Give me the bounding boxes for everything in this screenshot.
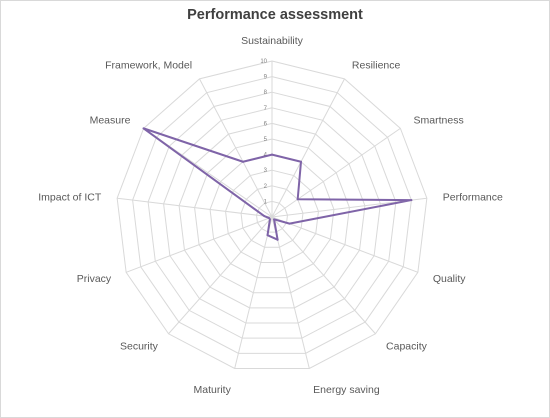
category-label: Capacity (386, 341, 428, 353)
axis-spoke (125, 216, 273, 273)
tick-label: 2 (264, 184, 268, 190)
tick-label: 8 (264, 90, 268, 96)
tick-label: 9 (264, 75, 268, 81)
category-label: Sustainability (241, 35, 304, 47)
data-point (271, 153, 273, 156)
grid-ring (116, 60, 428, 369)
axis-spoke (271, 216, 419, 273)
data-point (296, 198, 299, 201)
axis-spoke (271, 216, 310, 369)
category-label: Resilience (352, 60, 401, 72)
grid-ring (194, 138, 350, 294)
data-point (266, 234, 269, 237)
axis-spoke (168, 216, 273, 335)
data-point (276, 238, 279, 241)
tick-label: 10 (260, 59, 267, 65)
category-label: Measure (90, 114, 131, 126)
tick-label: 6 (264, 121, 268, 127)
category-label: Security (120, 341, 159, 353)
axis-spoke (271, 78, 345, 218)
tick-label: 3 (264, 168, 268, 174)
axis-spoke (199, 78, 273, 218)
grid-ring (147, 91, 397, 339)
tick-label: 5 (264, 137, 268, 143)
grid-ring (163, 107, 381, 324)
data-point (410, 199, 413, 202)
axis-spoke (117, 197, 273, 218)
tick-label: 1 (264, 199, 268, 205)
tick-label: 7 (264, 106, 268, 112)
category-label: Framework, Model (105, 60, 192, 72)
data-point (268, 217, 271, 220)
chart-title: Performance assessment (187, 7, 363, 23)
category-label: Privacy (77, 273, 112, 285)
grid-ring (256, 200, 288, 233)
data-point (263, 215, 266, 218)
category-label: Maturity (193, 384, 231, 396)
axis-spoke (271, 216, 376, 335)
category-label: Quality (433, 273, 466, 285)
data-point (273, 218, 276, 221)
data-point (242, 160, 245, 163)
category-label: Performance (443, 191, 503, 203)
category-label: Energy saving (313, 384, 380, 396)
category-label: Smartness (414, 114, 464, 126)
series-line (142, 127, 413, 241)
category-label: Impact of ICT (38, 191, 102, 203)
grid-ring (209, 154, 335, 279)
axis-spoke (271, 127, 401, 218)
data-point (142, 127, 145, 130)
grid-ring (132, 76, 412, 354)
data-point (299, 160, 302, 163)
grid-ring (178, 122, 366, 309)
axis-spoke (234, 216, 273, 369)
data-point (288, 222, 291, 225)
